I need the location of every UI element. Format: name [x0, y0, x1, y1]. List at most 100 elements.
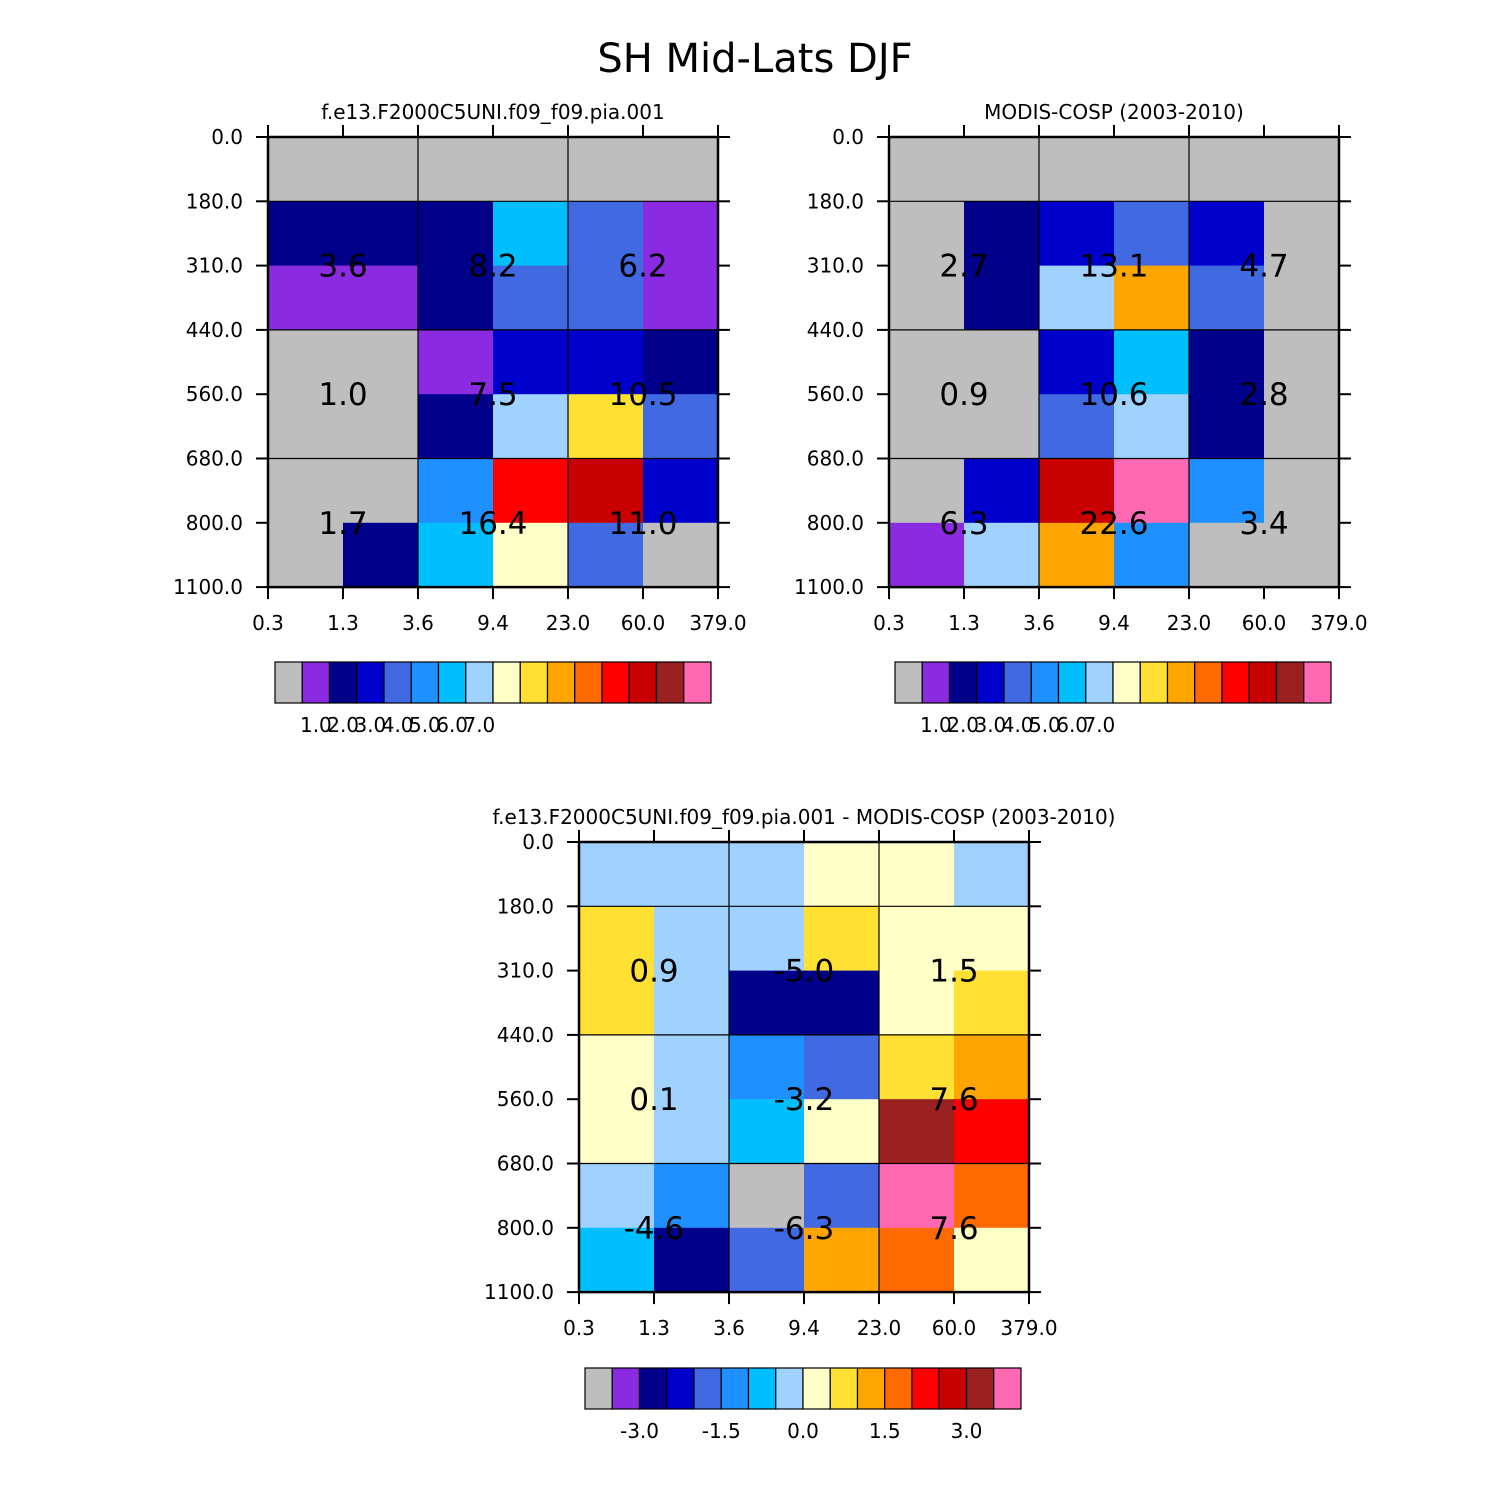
panel-title: f.e13.F2000C5UNI.f09_f09.pia.001 - MODIS… [493, 805, 1116, 829]
colorbar-label: 1.5 [869, 1419, 901, 1443]
colorbar-label: 7.0 [1083, 713, 1115, 737]
heatmap-cell [879, 1227, 955, 1293]
heatmap-cell [954, 1034, 1030, 1100]
block-value-label: 2.8 [1239, 377, 1288, 413]
heatmap-cell [964, 329, 1040, 395]
heatmap-cell [1264, 265, 1340, 331]
block-value-label: 22.6 [1079, 506, 1148, 542]
heatmap-cell [1264, 329, 1340, 395]
heatmap-cell [643, 394, 719, 460]
heatmap-cell [964, 201, 1040, 267]
colorbar-box [1194, 661, 1223, 704]
x-tick-label: 0.3 [873, 611, 905, 635]
x-tick-label: 1.3 [327, 611, 359, 635]
colorbar-box [574, 661, 603, 704]
heatmap-cell [418, 329, 494, 395]
heatmap-panel-1: f.e13.F2000C5UNI.f09_f09.pia.001 3.6 8.2 6.… [173, 100, 747, 737]
heatmap-cell [804, 1034, 880, 1100]
colorbar-box [601, 661, 630, 704]
x-tick-label: 60.0 [1242, 611, 1287, 635]
heatmap-cell [493, 329, 569, 395]
colorbar-box [747, 1367, 777, 1410]
heatmap-cell [729, 906, 805, 972]
heatmap-cell [804, 1163, 880, 1229]
block-value-label: 1.7 [318, 506, 367, 542]
heatmap-cell [1114, 394, 1190, 460]
block-value-label: -3.2 [774, 1082, 835, 1118]
y-tick-label: 1100.0 [794, 575, 864, 599]
colorbar-box [666, 1367, 695, 1410]
heatmap-cell [1039, 201, 1115, 267]
block-value-label: 1.5 [929, 954, 978, 990]
heatmap-cell [964, 265, 1040, 331]
heatmap-cell [1039, 265, 1115, 331]
heatmap-cell [1189, 137, 1265, 202]
heatmap-cell [579, 1099, 655, 1165]
colorbar-box [1003, 661, 1032, 704]
colorbar-box [611, 1367, 641, 1410]
block-value-label: 0.9 [629, 954, 678, 990]
heatmap-cell [654, 842, 730, 907]
colorbar-label: 1.0 [300, 713, 332, 737]
colorbar-box [884, 1367, 913, 1410]
block-value-label: 7.6 [929, 1082, 978, 1118]
x-tick-label: 23.0 [546, 611, 591, 635]
heatmap-cell [879, 842, 955, 907]
colorbar-label: 3.0 [951, 1419, 983, 1443]
heatmap-cell [1039, 137, 1115, 202]
colorbar-box [1221, 661, 1250, 704]
heatmap-cell [1189, 394, 1265, 460]
x-tick-label: 3.6 [713, 1316, 745, 1340]
heatmap-cell [889, 265, 965, 331]
y-tick-label: 440.0 [186, 318, 243, 342]
heatmap-cell [268, 458, 344, 524]
block-value-label: 4.7 [1239, 249, 1288, 285]
x-tick-label: 1.3 [638, 1316, 670, 1340]
colorbar-label: -3.0 [620, 1419, 659, 1443]
block-value-label: 7.6 [929, 1211, 978, 1247]
block-value-label: 11.0 [608, 506, 677, 542]
heatmap-cell [889, 458, 965, 524]
heatmap-cell [1114, 201, 1190, 267]
x-tick-label: 60.0 [621, 611, 666, 635]
heatmap-cell [493, 201, 569, 267]
heatmap-cell [418, 137, 494, 202]
colorbar-box [638, 1367, 668, 1410]
colorbar-label: 7.0 [463, 713, 495, 737]
heatmap-cell [343, 265, 419, 331]
x-ticks [888, 125, 1340, 600]
heatmap-cell [579, 906, 655, 972]
heatmap-cell [343, 458, 419, 524]
heatmap-cell [268, 201, 344, 267]
heatmap-cell [954, 906, 1030, 972]
colorbar-label: 6.0 [436, 713, 468, 737]
heatmap-cell [654, 1099, 730, 1165]
block-value-label: -4.6 [624, 1211, 685, 1247]
heatmap-cell [579, 970, 655, 1036]
colorbar: 1.02.03.04.05.06.07.0 [274, 661, 712, 737]
heatmap-cell [643, 265, 719, 331]
y-tick-label: 440.0 [497, 1023, 554, 1047]
heatmap-cell [654, 1034, 730, 1100]
heatmap-cell [643, 458, 719, 524]
y-ticks [567, 841, 1041, 1294]
heatmap-cell [493, 137, 569, 202]
heatmap-cell [1114, 458, 1190, 524]
heatmap-cell [804, 906, 880, 972]
colorbar-label: 5.0 [409, 713, 441, 737]
heatmap-cell [729, 842, 805, 907]
y-tick-label: 310.0 [807, 254, 864, 278]
x-tick-label: 9.4 [477, 611, 509, 635]
heatmap-cell [643, 522, 719, 588]
colorbar-box [894, 661, 923, 704]
y-tick-label: 1100.0 [484, 1280, 554, 1304]
y-tick-label: 310.0 [497, 959, 554, 983]
colorbar-box [383, 661, 412, 704]
colorbar-box [1030, 661, 1060, 704]
heatmap-cell [418, 265, 494, 331]
heatmap-cell [1114, 329, 1190, 395]
colorbar-box [546, 661, 576, 704]
block-value-label: 0.9 [939, 377, 988, 413]
colorbar-box [584, 1367, 613, 1410]
heatmap-cell [1189, 522, 1265, 588]
